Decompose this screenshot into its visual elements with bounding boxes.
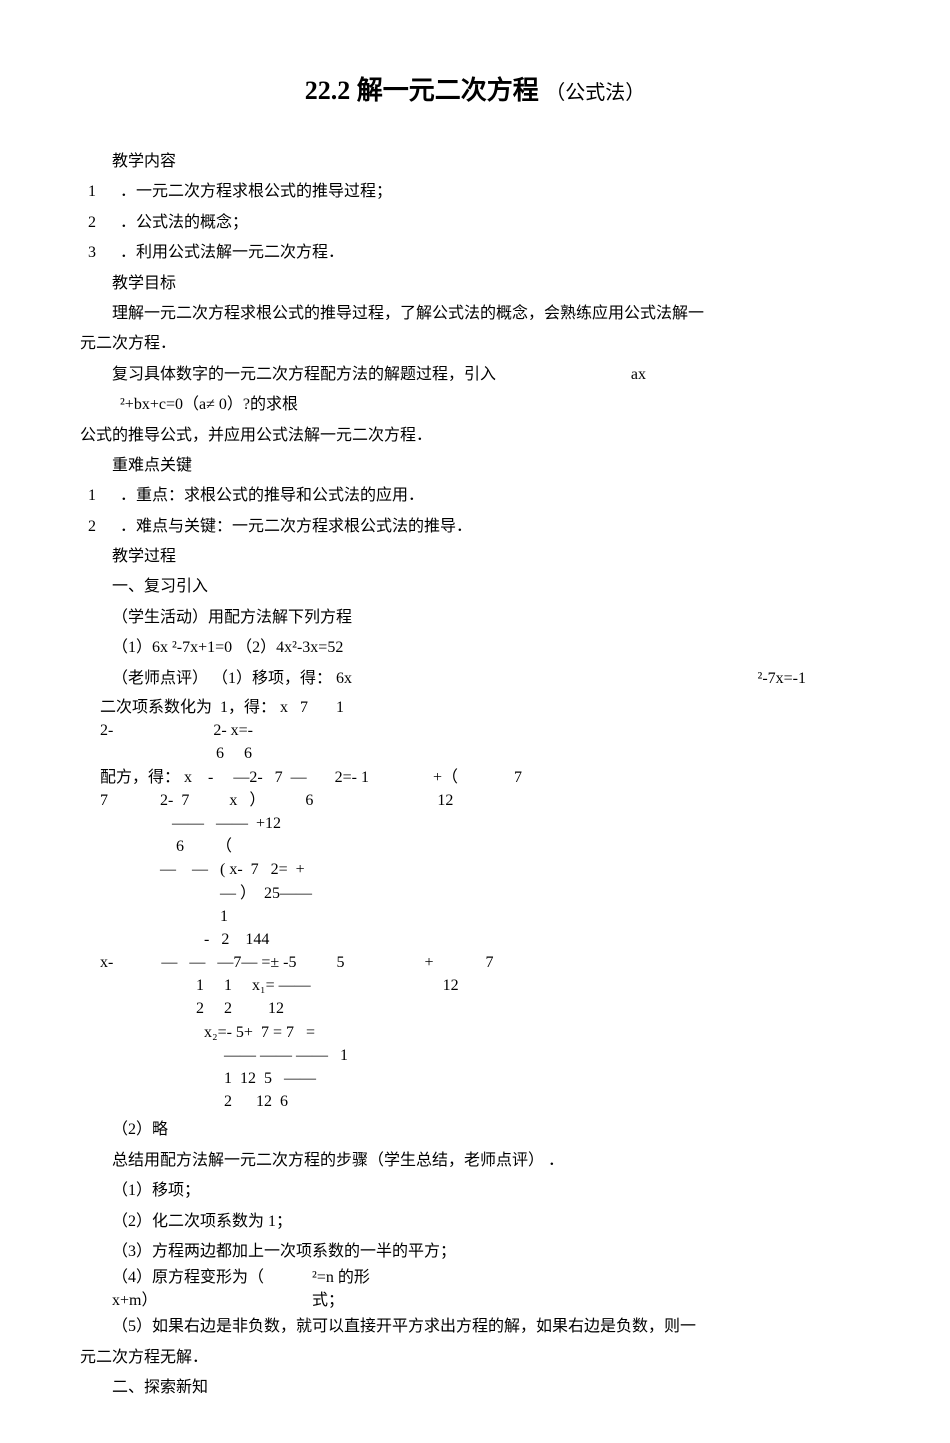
math-expression: x₂=- 5+ 7 = 7 = [80, 1023, 870, 1042]
title-main: 22.2 解一元二次方程 [305, 76, 539, 105]
math-expression: 2 12 6 [80, 1092, 870, 1111]
heading-keypoints: 重难点关键 [80, 451, 870, 481]
body-text: 理解一元二次方程求根公式的推导过程，了解公式法的概念，会熟练应用公式法解一 [80, 299, 870, 329]
body-text: 元二次方程． [80, 329, 870, 359]
body-text: 元二次方程无解． [80, 1343, 870, 1373]
list-item: 2 ．难点与关键：一元二次方程求根公式法的推导． [80, 512, 870, 542]
math-expression: 2- 2- x=- [80, 721, 870, 740]
body-text: （学生活动）用配方法解下列方程 [80, 603, 870, 633]
heading-process: 教学过程 [80, 542, 870, 572]
item-number: 2 [80, 208, 120, 238]
title-sub: （公式法） [545, 82, 645, 104]
text-left: 复习具体数字的一元二次方程配方法的解题过程，引入 [80, 360, 496, 390]
math-expression: —— —— +12 [80, 814, 870, 833]
list-item: 3 ．利用公式法解一元二次方程． [80, 238, 870, 268]
math-expression: 二次项系数化为 1，得： x 7 1 [80, 698, 870, 717]
body-text: （老师点评） （1）移项，得： 6x ²-7x=-1 [80, 664, 870, 694]
item-text: ．难点与关键：一元二次方程求根公式法的推导． [120, 512, 870, 542]
body-text: 总结用配方法解一元二次方程的步骤（学生总结，老师点评） ． [80, 1146, 870, 1176]
item-number: 1 [80, 481, 120, 511]
text-left: （老师点评） （1）移项，得： 6x [80, 664, 352, 694]
math-expression: — ） 25—— [80, 884, 870, 903]
list-item: 1 ．一元二次方程求根公式的推导过程； [80, 177, 870, 207]
page-title: 22.2 解一元二次方程 （公式法） [80, 70, 870, 107]
list-item: 1 ．重点：求根公式的推导和公式法的应用． [80, 481, 870, 511]
body-text: 复习具体数字的一元二次方程配方法的解题过程，引入 ax [80, 360, 870, 390]
item-text: ．利用公式法解一元二次方程． [120, 238, 870, 268]
heading-content: 教学内容 [80, 147, 870, 177]
text-fragment: x+m） [112, 1290, 264, 1312]
item-number: 2 [80, 512, 120, 542]
list-item: 2 ．公式法的概念； [80, 208, 870, 238]
text-fragment: 式； [312, 1290, 370, 1312]
item-number: 3 [80, 238, 120, 268]
body-text: （2）化二次项系数为 1； [80, 1207, 870, 1237]
math-expression: 6 （ [80, 837, 870, 856]
body-text: （1）6x ²-7x+1=0 （2）4x²-3x=52 [80, 633, 870, 663]
math-expression: 7 2- 7 x ） 6 12 [80, 791, 870, 810]
body-text: （3）方程两边都加上一次项系数的一半的平方； [80, 1237, 870, 1267]
document-page: 22.2 解一元二次方程 （公式法） 教学内容 1 ．一元二次方程求根公式的推导… [0, 0, 950, 1443]
text-fragment: （4）原方程变形为（ [112, 1267, 264, 1289]
math-expression: 1 1 x₁= —— 12 [80, 976, 870, 995]
body-text: （4）原方程变形为（ x+m） ²=n 的形 式； [80, 1267, 870, 1312]
subheading-explore: 二、探索新知 [80, 1373, 870, 1403]
body-text: 公式的推导公式，并应用公式法解一元二次方程． [80, 421, 870, 451]
math-expression: 1 [80, 907, 870, 926]
text-fragment: ²=n 的形 [312, 1267, 370, 1289]
heading-goal: 教学目标 [80, 269, 870, 299]
body-text: （2）略 [80, 1115, 870, 1145]
math-expression: —— —— —— 1 [80, 1046, 870, 1065]
math-expression: - 2 144 [80, 930, 870, 949]
subheading-review: 一、复习引入 [80, 572, 870, 602]
math-expression: 1 12 5 —— [80, 1069, 870, 1088]
body-text: （5）如果右边是非负数，就可以直接开平方求出方程的解，如果右边是负数，则一 [80, 1312, 870, 1342]
body-text: （1）移项； [80, 1176, 870, 1206]
text-right: ax [631, 360, 870, 390]
item-text: ．公式法的概念； [120, 208, 870, 238]
body-text: ²+bx+c=0（a≠ 0）?的求根 [80, 390, 870, 420]
math-expression: — — ( x- 7 2= + [80, 860, 870, 879]
math-expression: 配方，得： x - —2- 7 — 2=- 1 +（ 7 [80, 768, 870, 787]
text-right: ²-7x=-1 [758, 664, 870, 694]
math-expression: 6 6 [80, 744, 870, 763]
item-number: 1 [80, 177, 120, 207]
math-expression: 2 2 12 [80, 999, 870, 1018]
item-text: ．重点：求根公式的推导和公式法的应用． [120, 481, 870, 511]
item-text: ．一元二次方程求根公式的推导过程； [120, 177, 870, 207]
math-expression: x- — — —7— =± -5 5 + 7 [80, 953, 870, 972]
